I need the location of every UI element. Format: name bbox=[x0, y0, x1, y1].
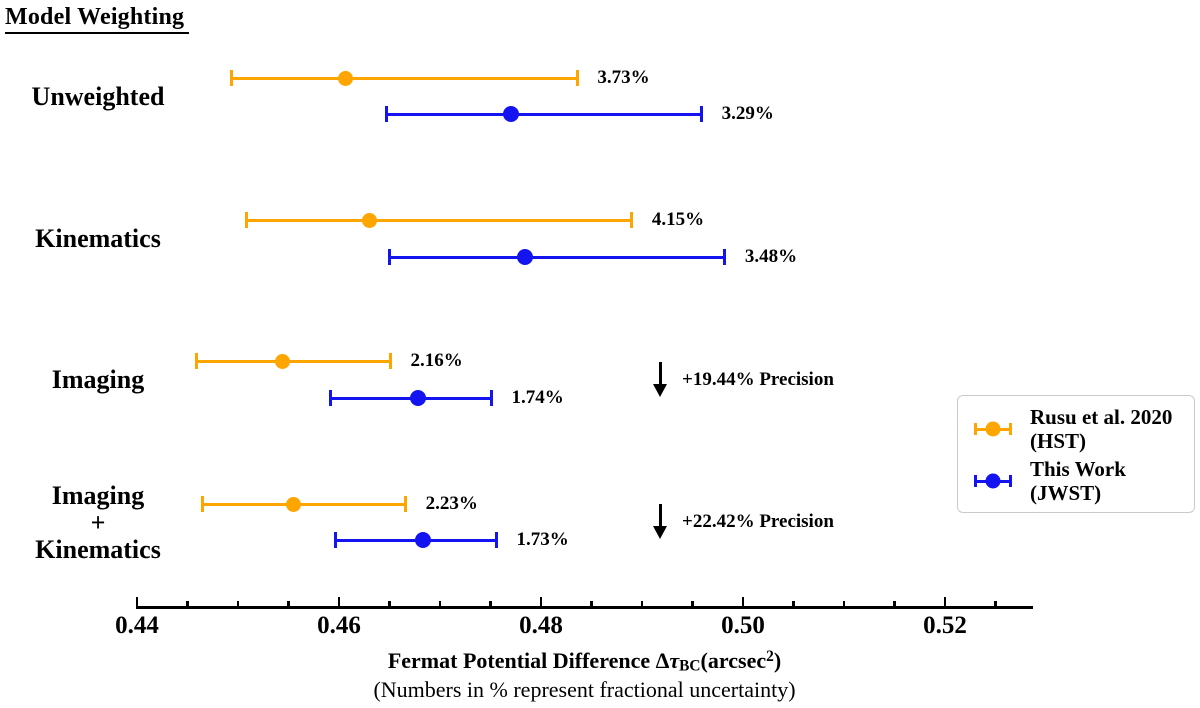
x-axis-tick-label: 0.46 bbox=[317, 612, 361, 639]
legend-label-jwst-line2: (JWST) bbox=[1030, 481, 1102, 505]
x-axis-minor-tick bbox=[287, 601, 290, 606]
errorbar-cap-left-hst bbox=[244, 212, 248, 228]
x-axis-tick-label: 0.50 bbox=[721, 612, 765, 639]
down-arrow-icon bbox=[658, 361, 662, 384]
errorbar-cap-right-jwst bbox=[723, 249, 727, 265]
category-label: Unweighted bbox=[31, 82, 165, 111]
errorbar-cap-right-jwst bbox=[495, 532, 499, 548]
legend-label-hst-line2: (HST) bbox=[1030, 429, 1087, 453]
legend: Rusu et al. 2020 (HST) This Work (JWST) bbox=[957, 395, 1195, 513]
errorbar-cap-right-hst bbox=[404, 496, 408, 512]
errorbar-line-hst bbox=[246, 218, 632, 222]
fractional-uncertainty-label: 1.73% bbox=[516, 529, 569, 550]
errorbar-marker-jwst-icon bbox=[974, 470, 1012, 492]
errorbar-cap-right-hst bbox=[630, 212, 634, 228]
errorbar-marker-hst-icon bbox=[974, 418, 1012, 440]
errorbar-line-jwst bbox=[389, 255, 725, 259]
errorbar-cap-left-jwst bbox=[334, 532, 338, 548]
x-axis-major-tick bbox=[539, 597, 543, 606]
x-axis-minor-tick bbox=[438, 601, 442, 606]
fractional-uncertainty-label: 3.73% bbox=[597, 67, 650, 88]
down-arrow-head-icon bbox=[653, 383, 667, 397]
x-axis-minor-tick bbox=[893, 601, 896, 606]
x-axis-tick-label: 0.52 bbox=[923, 612, 967, 639]
x-axis-major-tick bbox=[337, 597, 341, 606]
errorbar-cap-left-jwst bbox=[384, 106, 388, 122]
data-point-hst bbox=[274, 353, 290, 369]
x-axis-minor-tick bbox=[590, 601, 593, 606]
x-axis-minor-tick bbox=[388, 601, 391, 606]
x-axis-major-tick bbox=[135, 597, 139, 606]
data-point-jwst bbox=[516, 249, 533, 265]
x-axis-tick-label: 0.48 bbox=[519, 612, 563, 639]
data-point-hst bbox=[286, 496, 302, 512]
x-axis-minor-tick bbox=[236, 601, 240, 606]
down-arrow-icon bbox=[658, 504, 662, 526]
category-label: Imaging + Kinematics bbox=[35, 481, 161, 564]
tau-symbol: τ bbox=[669, 648, 680, 673]
errorbar-cap-right-jwst bbox=[490, 390, 493, 406]
x-axis-minor-tick bbox=[842, 601, 846, 606]
x-axis-title: Fermat Potential Difference ΔτBC(arcsec2… bbox=[137, 648, 1032, 675]
errorbar-cap-left-hst bbox=[230, 70, 234, 86]
x-axis-major-tick bbox=[943, 597, 947, 606]
x-axis-tick-label: 0.44 bbox=[115, 612, 159, 639]
errorbar-line-hst bbox=[202, 502, 406, 506]
x-axis-note: (Numbers in % represent fractional uncer… bbox=[373, 677, 796, 702]
x-axis-minor-tick bbox=[691, 601, 694, 606]
errorbar-cap-left-jwst bbox=[329, 390, 333, 406]
x-axis-major-tick bbox=[741, 597, 745, 606]
unit-superscript: 2 bbox=[766, 648, 774, 666]
x-axis-title-unit-open: (arcsec bbox=[700, 648, 767, 673]
x-axis-title-unit-close: ) bbox=[773, 648, 782, 673]
fractional-uncertainty-label: 3.29% bbox=[721, 103, 774, 124]
fractional-uncertainty-label: 1.74% bbox=[511, 387, 564, 408]
errorbar-cap-left-hst bbox=[195, 353, 199, 369]
down-arrow-head-icon bbox=[653, 526, 667, 539]
errorbar-cap-left-jwst bbox=[388, 249, 391, 265]
errorbar-cap-right-hst bbox=[575, 70, 579, 86]
precision-annotation: +22.42% Precision bbox=[682, 511, 834, 532]
data-point-hst bbox=[361, 212, 377, 228]
fractional-uncertainty-label: 2.16% bbox=[410, 350, 463, 371]
x-axis-minor-tick bbox=[994, 601, 997, 606]
errorbar-line-jwst bbox=[386, 112, 702, 116]
errorbar-cap-right-jwst bbox=[700, 106, 704, 122]
errorbar-line-hst bbox=[196, 359, 391, 363]
category-label: Kinematics bbox=[35, 224, 161, 253]
fractional-uncertainty-label: 4.15% bbox=[651, 209, 705, 230]
x-axis-title-main: Fermat Potential Difference Δ bbox=[387, 648, 670, 673]
x-axis-minor-tick bbox=[792, 601, 795, 606]
legend-entry-jwst: This Work (JWST) bbox=[958, 454, 1194, 508]
data-point-jwst bbox=[502, 106, 519, 122]
legend-label-hst: Rusu et al. 2020 (HST) bbox=[1030, 405, 1172, 453]
x-axis-line bbox=[136, 606, 1033, 609]
legend-label-hst-line1: Rusu et al. 2020 bbox=[1030, 405, 1173, 429]
errorbar-line-hst bbox=[231, 76, 578, 80]
x-axis-minor-tick bbox=[640, 601, 644, 606]
fractional-uncertainty-label: 3.48% bbox=[744, 246, 798, 267]
errorbar-cap-left-hst bbox=[201, 496, 205, 512]
data-point-hst bbox=[337, 70, 353, 86]
x-axis-minor-tick bbox=[489, 601, 492, 606]
tau-subscript: BC bbox=[679, 657, 701, 675]
errorbar-cap-right-hst bbox=[389, 353, 392, 369]
legend-entry-hst: Rusu et al. 2020 (HST) bbox=[958, 402, 1194, 456]
category-label: Imaging bbox=[51, 365, 145, 394]
legend-label-jwst: This Work (JWST) bbox=[1030, 457, 1126, 505]
data-point-jwst bbox=[414, 532, 431, 548]
data-point-jwst bbox=[409, 390, 426, 406]
fractional-uncertainty-label: 2.23% bbox=[425, 493, 478, 514]
chart-title: Model Weighting bbox=[5, 4, 190, 34]
precision-annotation: +19.44% Precision bbox=[682, 368, 834, 390]
legend-label-jwst-line1: This Work bbox=[1030, 457, 1126, 481]
x-axis-minor-tick bbox=[186, 601, 189, 606]
